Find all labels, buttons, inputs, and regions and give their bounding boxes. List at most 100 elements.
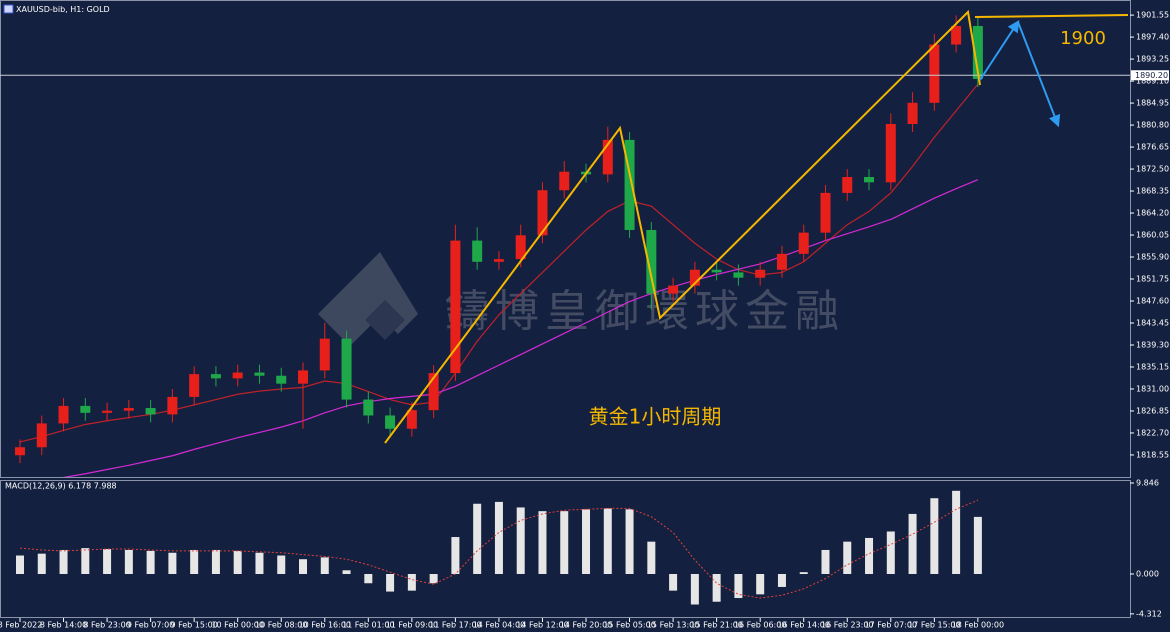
y-tick-label: 1876.65 (1136, 143, 1169, 152)
candle-body (298, 370, 309, 384)
candle-body (711, 269, 722, 273)
x-tick-label: 16 Feb 14:00 (777, 621, 829, 630)
macd-bar (81, 548, 90, 575)
y-tick-label: 1843.45 (1136, 318, 1169, 327)
y-tick-label: 1872.50 (1136, 165, 1169, 174)
candle-body (624, 139, 635, 230)
candle-body (885, 124, 896, 183)
x-tick-label: 15 Feb 05:00 (603, 621, 655, 630)
macd-bar (930, 498, 939, 575)
candle-body (341, 338, 352, 400)
y-tick-label: 1897.40 (1136, 33, 1169, 42)
macd-frame (0, 480, 1131, 618)
candle-body (319, 338, 330, 371)
candle-body (363, 399, 374, 416)
macd-bar (799, 572, 808, 575)
macd-bar (16, 555, 24, 575)
x-tick-label: 10 Feb 00:00 (211, 621, 263, 630)
x-tick-label: 15 Feb 13:00 (647, 621, 699, 630)
macd-bar (560, 511, 569, 575)
candle-body (733, 272, 744, 278)
candle-body (276, 375, 287, 384)
macd-bar (712, 574, 721, 602)
macd-bar (494, 501, 503, 575)
macd-bar (756, 574, 765, 595)
candle-body (798, 232, 809, 254)
macd-bar (690, 574, 699, 605)
macd-bar (952, 490, 961, 575)
candle-body (189, 374, 200, 397)
macd-bar (277, 555, 286, 575)
macd-bar (538, 511, 547, 575)
y-tick-label: 1864.20 (1136, 209, 1169, 218)
candle-body (450, 240, 461, 374)
candle-body (776, 253, 787, 270)
macd-bar (386, 574, 395, 592)
candle-body (145, 408, 156, 415)
macd-plot (16, 490, 982, 605)
candle-body (689, 269, 700, 286)
x-tick-label: 14 Feb 04:00 (473, 621, 525, 630)
macd-bar (211, 549, 220, 575)
candle-body (668, 285, 679, 294)
macd-bar (603, 508, 612, 575)
x-tick-label: 10 Feb 08:00 (255, 621, 307, 630)
candle-body (602, 139, 613, 175)
x-tick-label: 11 Feb 17:00 (429, 621, 481, 630)
candle-body (907, 102, 918, 125)
y-tick-label: 1839.30 (1136, 340, 1169, 349)
macd-bar (516, 507, 525, 575)
candle-body (58, 405, 69, 424)
y-tick-label: 1855.90 (1136, 253, 1169, 262)
macd-bar (908, 513, 917, 575)
candle-body (559, 171, 570, 191)
y-tick-label: 1851.75 (1136, 275, 1169, 284)
y-tick-label: 1826.85 (1136, 406, 1169, 415)
x-tick-label: 16 Feb 23:00 (821, 621, 873, 630)
candle-body (102, 410, 113, 413)
y-tick-label: 1818.55 (1136, 450, 1169, 459)
macd-bar (407, 574, 416, 591)
macd-bar (59, 549, 68, 575)
candle-body (254, 372, 265, 376)
main-frame (0, 0, 1131, 478)
candle-body (406, 410, 417, 429)
current-price-box (1131, 70, 1169, 81)
macd-bar (364, 574, 373, 584)
macd-title: MACD(12,26,9) 6.178 7.988 (5, 482, 117, 491)
x-tick-label: 8 Feb 23:00 (83, 621, 130, 630)
macd-bar (451, 537, 460, 575)
moving-average (62, 179, 979, 477)
x-tick-label: 11 Feb 09:00 (386, 621, 438, 630)
macd-bar (429, 574, 438, 584)
x-tick-label: 18 Feb 00:00 (952, 621, 1004, 630)
macd-bar (669, 574, 678, 591)
macd-bar (168, 552, 177, 575)
y-tick-label: 1868.35 (1136, 187, 1169, 196)
macd-bar (473, 503, 482, 575)
macd-bar (37, 553, 46, 575)
candle-body (123, 408, 134, 411)
annotation-caption: 黄金1小时周期 (589, 405, 722, 429)
x-tick-label: 9 Feb 15:00 (170, 621, 217, 630)
candle-body (972, 25, 983, 79)
macd-bar (299, 559, 308, 575)
macd-bar (190, 549, 199, 575)
candle-body (755, 269, 766, 278)
macd-bar (647, 541, 656, 575)
macd-bar (865, 537, 874, 575)
x-tick-label: 8 Feb 14:00 (40, 621, 87, 630)
y-tick-label: 1831.00 (1136, 384, 1169, 393)
y-tick-label: 9.846 (1136, 478, 1159, 487)
y-tick-label: 1884.95 (1136, 99, 1169, 108)
x-tick-label: 15 Feb 21:00 (690, 621, 742, 630)
x-tick-label: 8 Feb 2022 (0, 621, 42, 630)
candle-body (232, 372, 243, 379)
candle-body (646, 229, 657, 294)
candle-body (80, 405, 91, 413)
x-tick-label: 11 Feb 01:00 (342, 621, 394, 630)
y-tick-label: 0.000 (1136, 570, 1159, 579)
x-tick-label: 14 Feb 12:00 (516, 621, 568, 630)
symbol-icon (3, 4, 14, 14)
